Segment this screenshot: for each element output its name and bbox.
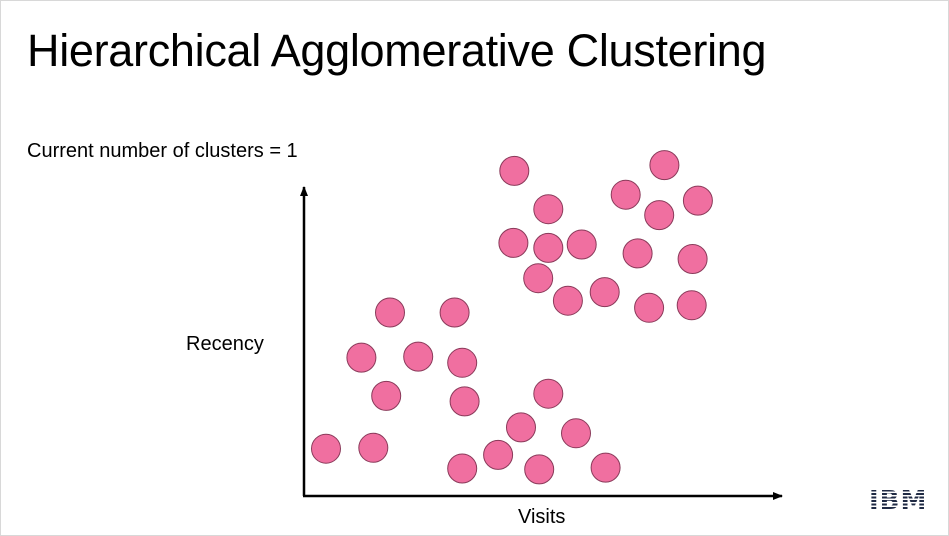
data-point-30 xyxy=(634,292,665,323)
data-point-7 xyxy=(447,347,478,378)
data-points xyxy=(311,150,713,485)
y-axis-label: Recency xyxy=(186,333,264,355)
data-point-10 xyxy=(483,439,514,470)
data-point-6 xyxy=(439,297,470,328)
data-point-11 xyxy=(506,412,536,443)
data-point-20 xyxy=(566,229,597,260)
data-point-24 xyxy=(610,179,641,210)
data-point-2 xyxy=(371,380,402,411)
data-point-28 xyxy=(622,238,653,269)
data-point-25 xyxy=(649,150,680,181)
data-point-31 xyxy=(676,290,707,321)
data-point-21 xyxy=(523,263,554,294)
data-point-3 xyxy=(346,342,377,373)
data-point-22 xyxy=(552,285,583,316)
data-point-18 xyxy=(498,227,529,258)
data-point-17 xyxy=(533,194,564,225)
data-point-0 xyxy=(311,433,341,464)
data-point-29 xyxy=(677,244,708,274)
data-point-12 xyxy=(533,378,564,409)
data-point-13 xyxy=(524,454,555,485)
data-point-16 xyxy=(499,155,530,186)
data-point-19 xyxy=(533,232,564,263)
data-point-4 xyxy=(375,297,405,328)
x-axis-label: Visits xyxy=(518,506,566,528)
data-point-15 xyxy=(590,452,621,483)
cluster-count-label: Current number of clusters = 1 xyxy=(27,140,298,162)
ibm-logo: IBM xyxy=(869,486,927,516)
data-point-5 xyxy=(403,341,434,372)
data-point-14 xyxy=(561,418,591,449)
data-point-26 xyxy=(644,200,675,231)
data-point-27 xyxy=(682,185,713,216)
data-point-23 xyxy=(589,277,620,308)
slide-title: Hierarchical Agglomerative Clustering xyxy=(27,25,767,76)
data-point-1 xyxy=(358,432,389,463)
data-point-9 xyxy=(447,453,478,484)
data-point-8 xyxy=(449,386,480,417)
